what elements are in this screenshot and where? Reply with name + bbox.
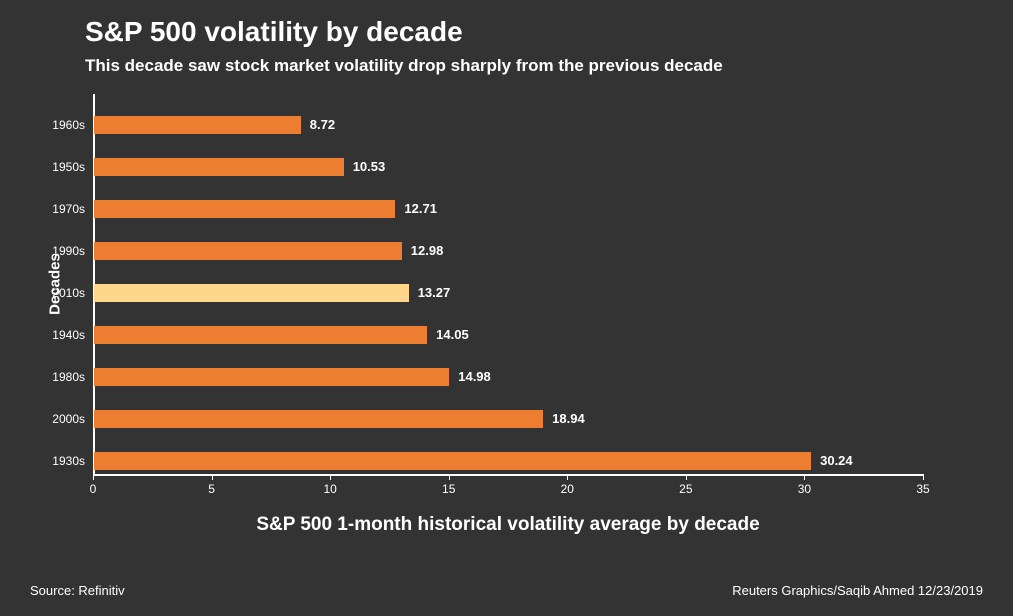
- x-tick-label: 30: [784, 482, 824, 496]
- y-category-label: 1970s: [43, 202, 85, 216]
- x-tick-label: 0: [73, 482, 113, 496]
- bar-value-label: 30.24: [820, 453, 853, 468]
- bar-value-label: 18.94: [552, 411, 585, 426]
- y-category-label: 1930s: [43, 454, 85, 468]
- bar: [94, 284, 409, 302]
- plot-area: 8.72 10.53 12.71 12.98 13.27 14.05 14.98 18.94 3…: [93, 94, 923, 474]
- bar-value-label: 14.98: [458, 369, 491, 384]
- bar: [94, 116, 301, 134]
- x-tick-mark: [686, 474, 687, 480]
- bar-value-label: 10.53: [353, 159, 386, 174]
- footer-credit: Reuters Graphics/Saqib Ahmed 12/23/2019: [732, 583, 983, 598]
- x-tick-label: 20: [547, 482, 587, 496]
- x-axis-line: [93, 474, 923, 476]
- x-tick-mark: [449, 474, 450, 480]
- y-category-label: 1980s: [43, 370, 85, 384]
- x-tick-mark: [804, 474, 805, 480]
- y-category-label: 2000s: [43, 412, 85, 426]
- y-axis-title: Decades: [46, 253, 63, 315]
- bar-value-label: 8.72: [310, 117, 335, 132]
- bar: [94, 200, 395, 218]
- bar: [94, 410, 543, 428]
- y-category-label: 2010s: [43, 286, 85, 300]
- y-category-label: 1950s: [43, 160, 85, 174]
- footer-source: Source: Refinitiv: [30, 583, 125, 598]
- bar-value-label: 13.27: [418, 285, 451, 300]
- x-tick-mark: [93, 474, 94, 480]
- x-tick-label: 10: [310, 482, 350, 496]
- bar: [94, 326, 427, 344]
- x-tick-label: 25: [666, 482, 706, 496]
- chart-container: S&P 500 volatility by decade This decade…: [0, 0, 1013, 616]
- y-category-label: 1960s: [43, 118, 85, 132]
- x-tick-mark: [567, 474, 568, 480]
- bar: [94, 452, 811, 470]
- bar: [94, 242, 402, 260]
- chart-subtitle: This decade saw stock market volatility …: [85, 56, 723, 76]
- bar: [94, 368, 449, 386]
- x-tick-mark: [330, 474, 331, 480]
- bar-value-label: 14.05: [436, 327, 469, 342]
- y-category-label: 1990s: [43, 244, 85, 258]
- x-axis-title: S&P 500 1-month historical volatility av…: [93, 514, 923, 536]
- x-tick-label: 5: [192, 482, 232, 496]
- bar: [94, 158, 344, 176]
- x-tick-mark: [212, 474, 213, 480]
- y-category-label: 1940s: [43, 328, 85, 342]
- x-tick-label: 15: [429, 482, 469, 496]
- bar-value-label: 12.98: [411, 243, 444, 258]
- x-tick-label: 35: [903, 482, 943, 496]
- chart-title: S&P 500 volatility by decade: [85, 16, 463, 48]
- bar-value-label: 12.71: [404, 201, 437, 216]
- x-tick-mark: [923, 474, 924, 480]
